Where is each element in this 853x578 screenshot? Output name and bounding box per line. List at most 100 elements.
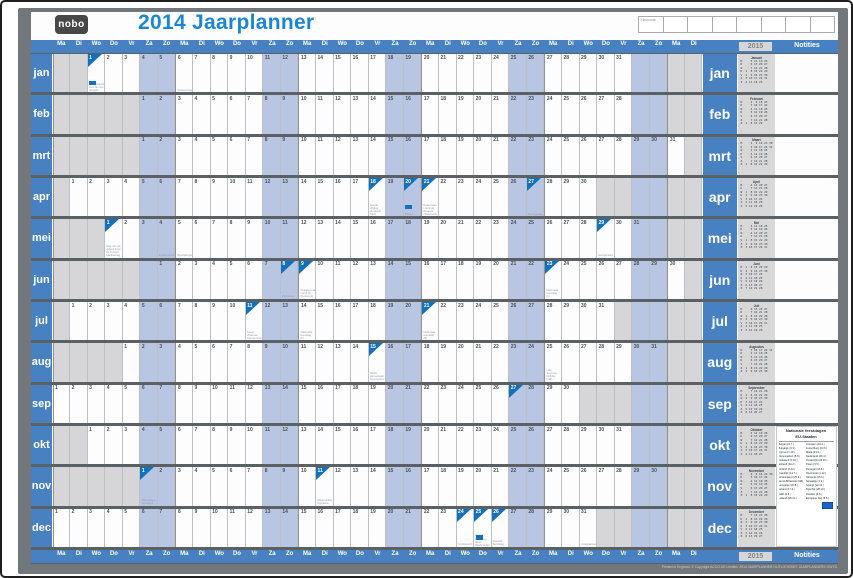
colorcode-empty-box bbox=[785, 16, 811, 33]
day-number: 22 bbox=[458, 426, 464, 433]
day-cell: 19 bbox=[456, 136, 475, 175]
day-cell: 10 bbox=[298, 95, 316, 134]
day-cell: 28 bbox=[614, 136, 633, 175]
day-number: 14 bbox=[370, 467, 376, 474]
day-cell bbox=[105, 467, 123, 506]
day-cell: 18 Goede Vrijdag Vendredi Saint Karfreita… bbox=[368, 178, 387, 217]
day-number: 14 bbox=[335, 219, 341, 226]
day-cell: 27 bbox=[526, 302, 545, 341]
month-row-nov: nov 1 Allerheiligen Toussaint 2 3 4 5 6 7 8 9 10 11 W… bbox=[31, 467, 838, 509]
day-number: 4 bbox=[106, 509, 110, 516]
day-number: 3 bbox=[89, 385, 92, 392]
day-number: 17 bbox=[370, 54, 376, 61]
day-number: 19 bbox=[405, 426, 411, 433]
day-number: 5 bbox=[124, 385, 128, 392]
day-cell: 10 bbox=[298, 136, 316, 175]
holiday-note: Wapenstilstand Armistice bbox=[317, 498, 332, 506]
day-number: 29 bbox=[651, 261, 657, 268]
mini-calendar-month-name: Januari bbox=[750, 55, 763, 60]
day-cell: 10 bbox=[263, 219, 281, 258]
mini-calendar-month-name: Maart bbox=[752, 138, 761, 143]
day-cell: 12 bbox=[245, 384, 264, 423]
day-number: 6 bbox=[212, 343, 215, 350]
holiday-note: Dag van de Arbeid Fete du Travail Maifei… bbox=[106, 245, 121, 258]
day-number: 9 bbox=[212, 302, 215, 309]
day-number: 18 bbox=[352, 509, 359, 516]
day-number: 16 bbox=[405, 467, 411, 474]
day-number: 31 bbox=[669, 137, 676, 144]
day-cell: 21 bbox=[438, 426, 457, 465]
day-name: Wo bbox=[583, 551, 593, 557]
day-cell: 5 bbox=[122, 384, 141, 423]
day-cell bbox=[87, 95, 106, 134]
day-number: 8 bbox=[177, 385, 181, 392]
day-cell: 31 bbox=[614, 426, 633, 465]
day-number: 10 bbox=[229, 302, 236, 309]
legend-country-entry: Cyprus (1.10.) bbox=[778, 451, 795, 454]
day-cell: 7 bbox=[157, 384, 176, 423]
day-name: Zo bbox=[285, 41, 294, 47]
mini-calendar-days: M 7 14 21 28 D 1 8 15 22 29 W 2 9 16 23 … bbox=[740, 513, 768, 539]
day-name: Do bbox=[232, 551, 241, 557]
day-cell: 21 Paasmaandag Lundi de Paques Ostermonta… bbox=[421, 178, 439, 217]
day-cell: 31 bbox=[614, 54, 633, 93]
day-cell: 15 bbox=[333, 426, 352, 465]
day-cell: 9 bbox=[228, 426, 246, 465]
day-cell: 24 bbox=[544, 467, 562, 506]
day-cell: 14 bbox=[368, 467, 387, 506]
day-cell bbox=[122, 260, 141, 299]
day-cell: 6 bbox=[245, 260, 264, 299]
legend-title-line1: Nationale feestdagen bbox=[785, 427, 827, 433]
day-cell: 13 bbox=[351, 95, 369, 134]
day-cell: 26 bbox=[509, 302, 527, 341]
day-cell: 15 bbox=[298, 384, 316, 423]
day-cell: 14 Nationale feestdag (F) bbox=[298, 302, 316, 341]
colorcode-strip: Kleurcode bbox=[638, 16, 835, 33]
day-number: 26 bbox=[510, 178, 517, 185]
day-cell: 8 bbox=[228, 219, 246, 258]
day-number: 11 bbox=[300, 343, 307, 350]
day-cell: 3 bbox=[105, 178, 123, 217]
day-cell: 17 bbox=[368, 426, 387, 465]
day-number: 21 bbox=[440, 426, 447, 433]
month-label-right-okt: okt bbox=[702, 426, 737, 465]
holiday-note: Pinksteren bbox=[281, 295, 296, 299]
day-cell: 5 bbox=[228, 260, 246, 299]
day-number: 15 bbox=[370, 343, 376, 350]
day-number: 20 bbox=[475, 95, 482, 102]
day-cell: 20 bbox=[403, 302, 422, 341]
day-cell: 20 bbox=[438, 219, 457, 258]
legend-country-entry: Oostenrijk (26.10.) bbox=[806, 459, 828, 463]
row-separator bbox=[31, 257, 838, 261]
day-cell: 20 bbox=[474, 136, 492, 175]
day-cell: 1 bbox=[52, 384, 71, 423]
day-cell: 11 bbox=[263, 426, 281, 465]
day-number: 4 bbox=[177, 343, 181, 350]
day-number: 17 bbox=[440, 261, 447, 268]
day-number: 2 bbox=[89, 178, 92, 185]
day-name: Zo bbox=[654, 551, 663, 557]
legend-country-entry: Estland (24.2.) bbox=[778, 463, 796, 467]
day-number: 2 bbox=[159, 95, 163, 102]
day-cell: 7 bbox=[193, 426, 211, 465]
day-cell bbox=[684, 178, 703, 217]
legend-country-entry: Letland (18.11.) bbox=[778, 496, 797, 500]
day-cell: 24 bbox=[456, 384, 475, 423]
day-number: 28 bbox=[633, 261, 640, 268]
day-cell: 9 Pinkstermaandag Lundi de Pentecote bbox=[298, 260, 316, 299]
day-cell bbox=[70, 219, 88, 258]
day-header-bottom: Ma Di Wo Do Vr Za Zo Ma Di Wo Do Vr Za Zo Ma Di Wo Do Vr Za… bbox=[31, 550, 838, 564]
day-cell: 4 bbox=[193, 467, 211, 506]
day-cell: 17 bbox=[333, 384, 352, 423]
day-number: 21 bbox=[493, 95, 499, 102]
day-cell: 16 bbox=[368, 219, 387, 258]
day-number: 23 bbox=[510, 343, 517, 350]
day-cell: 22 bbox=[491, 343, 510, 382]
day-number: 2 bbox=[124, 219, 128, 226]
day-number: 20 bbox=[475, 467, 482, 474]
day-cell: 11 bbox=[263, 54, 281, 93]
day-cell bbox=[667, 302, 685, 341]
day-cell: 8 bbox=[175, 384, 194, 423]
day-cell: 6 bbox=[228, 95, 246, 134]
day-number: 15 bbox=[317, 302, 324, 309]
